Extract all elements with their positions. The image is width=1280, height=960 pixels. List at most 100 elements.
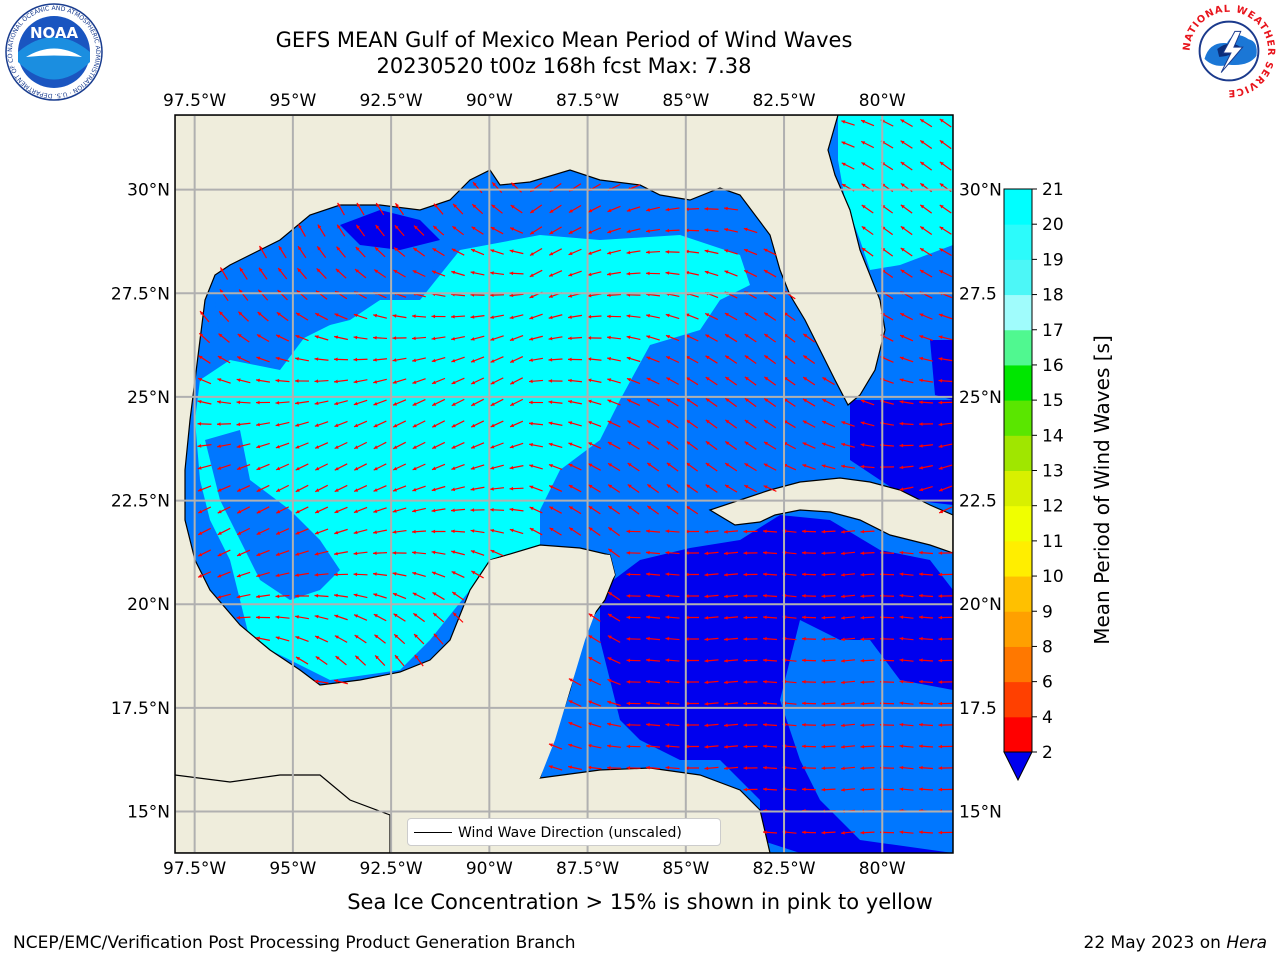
wave-arrow: [373, 420, 387, 428]
wave-arrow: [549, 226, 562, 235]
lat-label-right: 27.5: [959, 284, 997, 304]
wave-arrow: [821, 701, 836, 706]
wave-arrow: [665, 744, 680, 749]
wave-arrow: [626, 551, 641, 555]
wave-arrow: [938, 313, 953, 320]
wave-arrow: [840, 766, 856, 771]
colorbar-tick-label: 11: [1042, 532, 1064, 552]
wave-arrow: [938, 615, 953, 620]
wave-arrow: [548, 270, 563, 277]
wave-arrow: [938, 485, 953, 492]
wave-arrow: [685, 355, 699, 364]
wave-arrow: [490, 398, 504, 407]
wave-arrow: [684, 228, 700, 233]
wave-arrow: [295, 312, 309, 321]
wave-arrow: [802, 333, 816, 343]
wave-arrow: [471, 570, 484, 579]
wave-arrow: [275, 572, 290, 578]
land-cuba: [708, 477, 953, 554]
wave-arrow: [840, 723, 856, 728]
wave-arrow: [470, 335, 485, 341]
wave-arrow: [607, 205, 621, 213]
wave-arrow: [197, 399, 212, 405]
legend-label: Wind Wave Direction (unscaled): [458, 825, 682, 841]
colorbar-segment: [1004, 224, 1032, 260]
wave-arrow: [431, 377, 446, 385]
wave-arrow: [413, 612, 425, 623]
wave-arrow: [470, 315, 485, 319]
wave-arrow: [704, 249, 719, 255]
wave-arrow: [704, 551, 719, 556]
wave-arrow: [665, 355, 680, 364]
wave-arrow: [509, 465, 524, 470]
wave-arrow: [666, 483, 679, 494]
cyan-region-atlantic: [838, 115, 953, 270]
wave-arrow: [743, 744, 758, 749]
wave-arrow: [549, 506, 562, 514]
wave-arrow: [314, 421, 329, 427]
wave-arrow: [470, 508, 485, 512]
lat-label-left: 25°N: [127, 388, 170, 408]
wave-arrow: [607, 635, 621, 643]
wave-arrow: [374, 634, 386, 644]
wave-arrow: [626, 680, 641, 684]
wave-arrow: [315, 656, 328, 665]
wave-arrow: [333, 357, 349, 362]
wave-arrow: [801, 594, 817, 598]
wave-arrow: [645, 722, 661, 727]
wave-arrow: [236, 527, 251, 536]
wave-arrow: [626, 250, 641, 255]
lon-label-bottom: 82.5°W: [752, 859, 815, 879]
wave-arrow: [665, 636, 680, 641]
wave-arrow: [646, 441, 660, 450]
wave-arrow: [666, 419, 679, 429]
wave-arrow: [451, 591, 465, 601]
colorbar-label: Mean Period of Wind Waves [s]: [1090, 335, 1114, 645]
wave-arrow: [219, 267, 229, 280]
wave-arrow: [685, 440, 699, 451]
wave-arrow: [470, 464, 485, 470]
wave-arrow: [587, 227, 602, 234]
wave-arrow: [353, 441, 368, 450]
wave-arrow: [821, 637, 836, 642]
lon-label-bottom: 87.5°W: [556, 859, 619, 879]
wave-arrow: [665, 271, 680, 275]
colorbar-segment: [1004, 435, 1032, 471]
wave-arrow: [296, 289, 308, 301]
wave-arrow: [606, 293, 622, 298]
wave-arrow: [529, 204, 543, 214]
wave-arrow: [665, 593, 680, 598]
wave-arrow: [197, 464, 212, 470]
wave-arrow: [217, 571, 231, 578]
wave-arrow: [275, 442, 290, 449]
wave-arrow: [509, 507, 524, 512]
wave-arrow: [275, 528, 290, 535]
wave-arrow: [743, 248, 758, 256]
wave-arrow: [626, 377, 641, 385]
wave-arrow: [918, 658, 934, 663]
wave-arrow: [723, 637, 739, 642]
wave-arrow: [236, 594, 251, 599]
wave-arrow: [860, 464, 875, 469]
wave-arrow: [645, 765, 661, 770]
wave-arrow: [548, 463, 563, 471]
wave-arrow: [919, 485, 933, 492]
wave-arrow: [334, 441, 348, 450]
wave-arrow: [587, 314, 602, 319]
wave-arrow: [255, 594, 271, 599]
wave-arrow: [899, 722, 914, 727]
wave-arrow: [334, 528, 348, 535]
colorbar-segment: [1004, 681, 1032, 718]
wave-arrow: [705, 376, 718, 386]
wave-arrow: [645, 679, 661, 684]
wave-arrow: [801, 680, 817, 684]
wave-arrow: [411, 529, 427, 534]
wave-arrow: [528, 400, 544, 405]
wave-arrow: [665, 334, 680, 342]
wave-arrow: [236, 443, 251, 449]
colorbar-tick-label: 6: [1042, 673, 1053, 693]
wave-arrow: [762, 615, 778, 620]
wave-arrow: [861, 204, 874, 214]
wave-arrow: [255, 378, 271, 383]
wave-arrow: [316, 246, 327, 258]
